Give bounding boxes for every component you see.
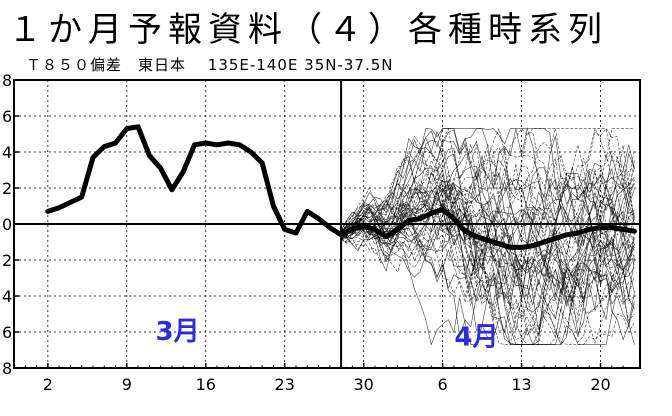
ensemble-member-line — [340, 176, 635, 329]
y-tick-label: 0 — [2, 215, 12, 234]
ensemble-member-line — [340, 173, 635, 249]
ensemble-member-line — [340, 127, 635, 310]
ensemble-member-line — [340, 172, 635, 317]
ensemble-member-line — [340, 202, 635, 320]
y-tick-label: 2 — [2, 179, 12, 198]
axes — [13, 79, 641, 369]
y-tick-label: 8 — [2, 71, 12, 90]
y-tick-label: 2 — [2, 251, 12, 270]
ensemble-member-line — [340, 128, 635, 251]
ensemble-member-line — [340, 198, 635, 345]
ensemble-member-line — [340, 127, 635, 310]
ensemble-member-line — [340, 147, 635, 345]
ensemble-member-line — [340, 128, 635, 231]
y-tick-label: 4 — [2, 287, 12, 306]
ensemble-member-line — [340, 166, 635, 300]
ensemble-member-line — [340, 214, 635, 279]
ensemble-member-line — [341, 190, 635, 322]
series-lines — [45, 124, 637, 250]
x-tick-label: 16 — [196, 375, 216, 394]
ensemble-member-line — [340, 156, 635, 338]
y-tick-label: 4 — [2, 143, 12, 162]
ensemble-member-line — [340, 189, 635, 345]
x-tick-label: 2 — [43, 375, 53, 394]
ensemble-member-line — [340, 183, 635, 293]
x-tick-label: 13 — [511, 375, 531, 394]
x-tick-label: 6 — [438, 375, 448, 394]
chart-title: １か月予報資料（４）各種時系列 — [8, 10, 608, 50]
x-tick-label: 30 — [353, 375, 373, 394]
observed-line — [45, 124, 367, 238]
ensemble-member-line — [340, 127, 635, 311]
x-tick-label: 23 — [275, 375, 295, 394]
ensemble-member-line — [340, 212, 635, 298]
month-label: 3月 — [156, 317, 200, 347]
ensemble-member-line — [341, 140, 635, 288]
y-tick-label: 6 — [2, 107, 12, 126]
x-tick-label: 9 — [122, 375, 132, 394]
ensemble-member-line — [340, 147, 635, 250]
ensemble-member-line — [341, 137, 635, 276]
y-tick-label: 6 — [2, 323, 12, 342]
x-tick-label: 20 — [590, 375, 610, 394]
month-label: 4月 — [454, 323, 498, 353]
ensemble-mean-line — [338, 207, 637, 250]
chart-subtitle: Ｔ８５０偏差 東日本 135E-140E 35N-37.5N — [26, 56, 394, 74]
ensemble-member-line — [340, 127, 635, 266]
y-tick-label: 8 — [2, 359, 12, 378]
ensemble-member-line — [340, 182, 635, 338]
ensemble-member-line — [340, 148, 635, 345]
